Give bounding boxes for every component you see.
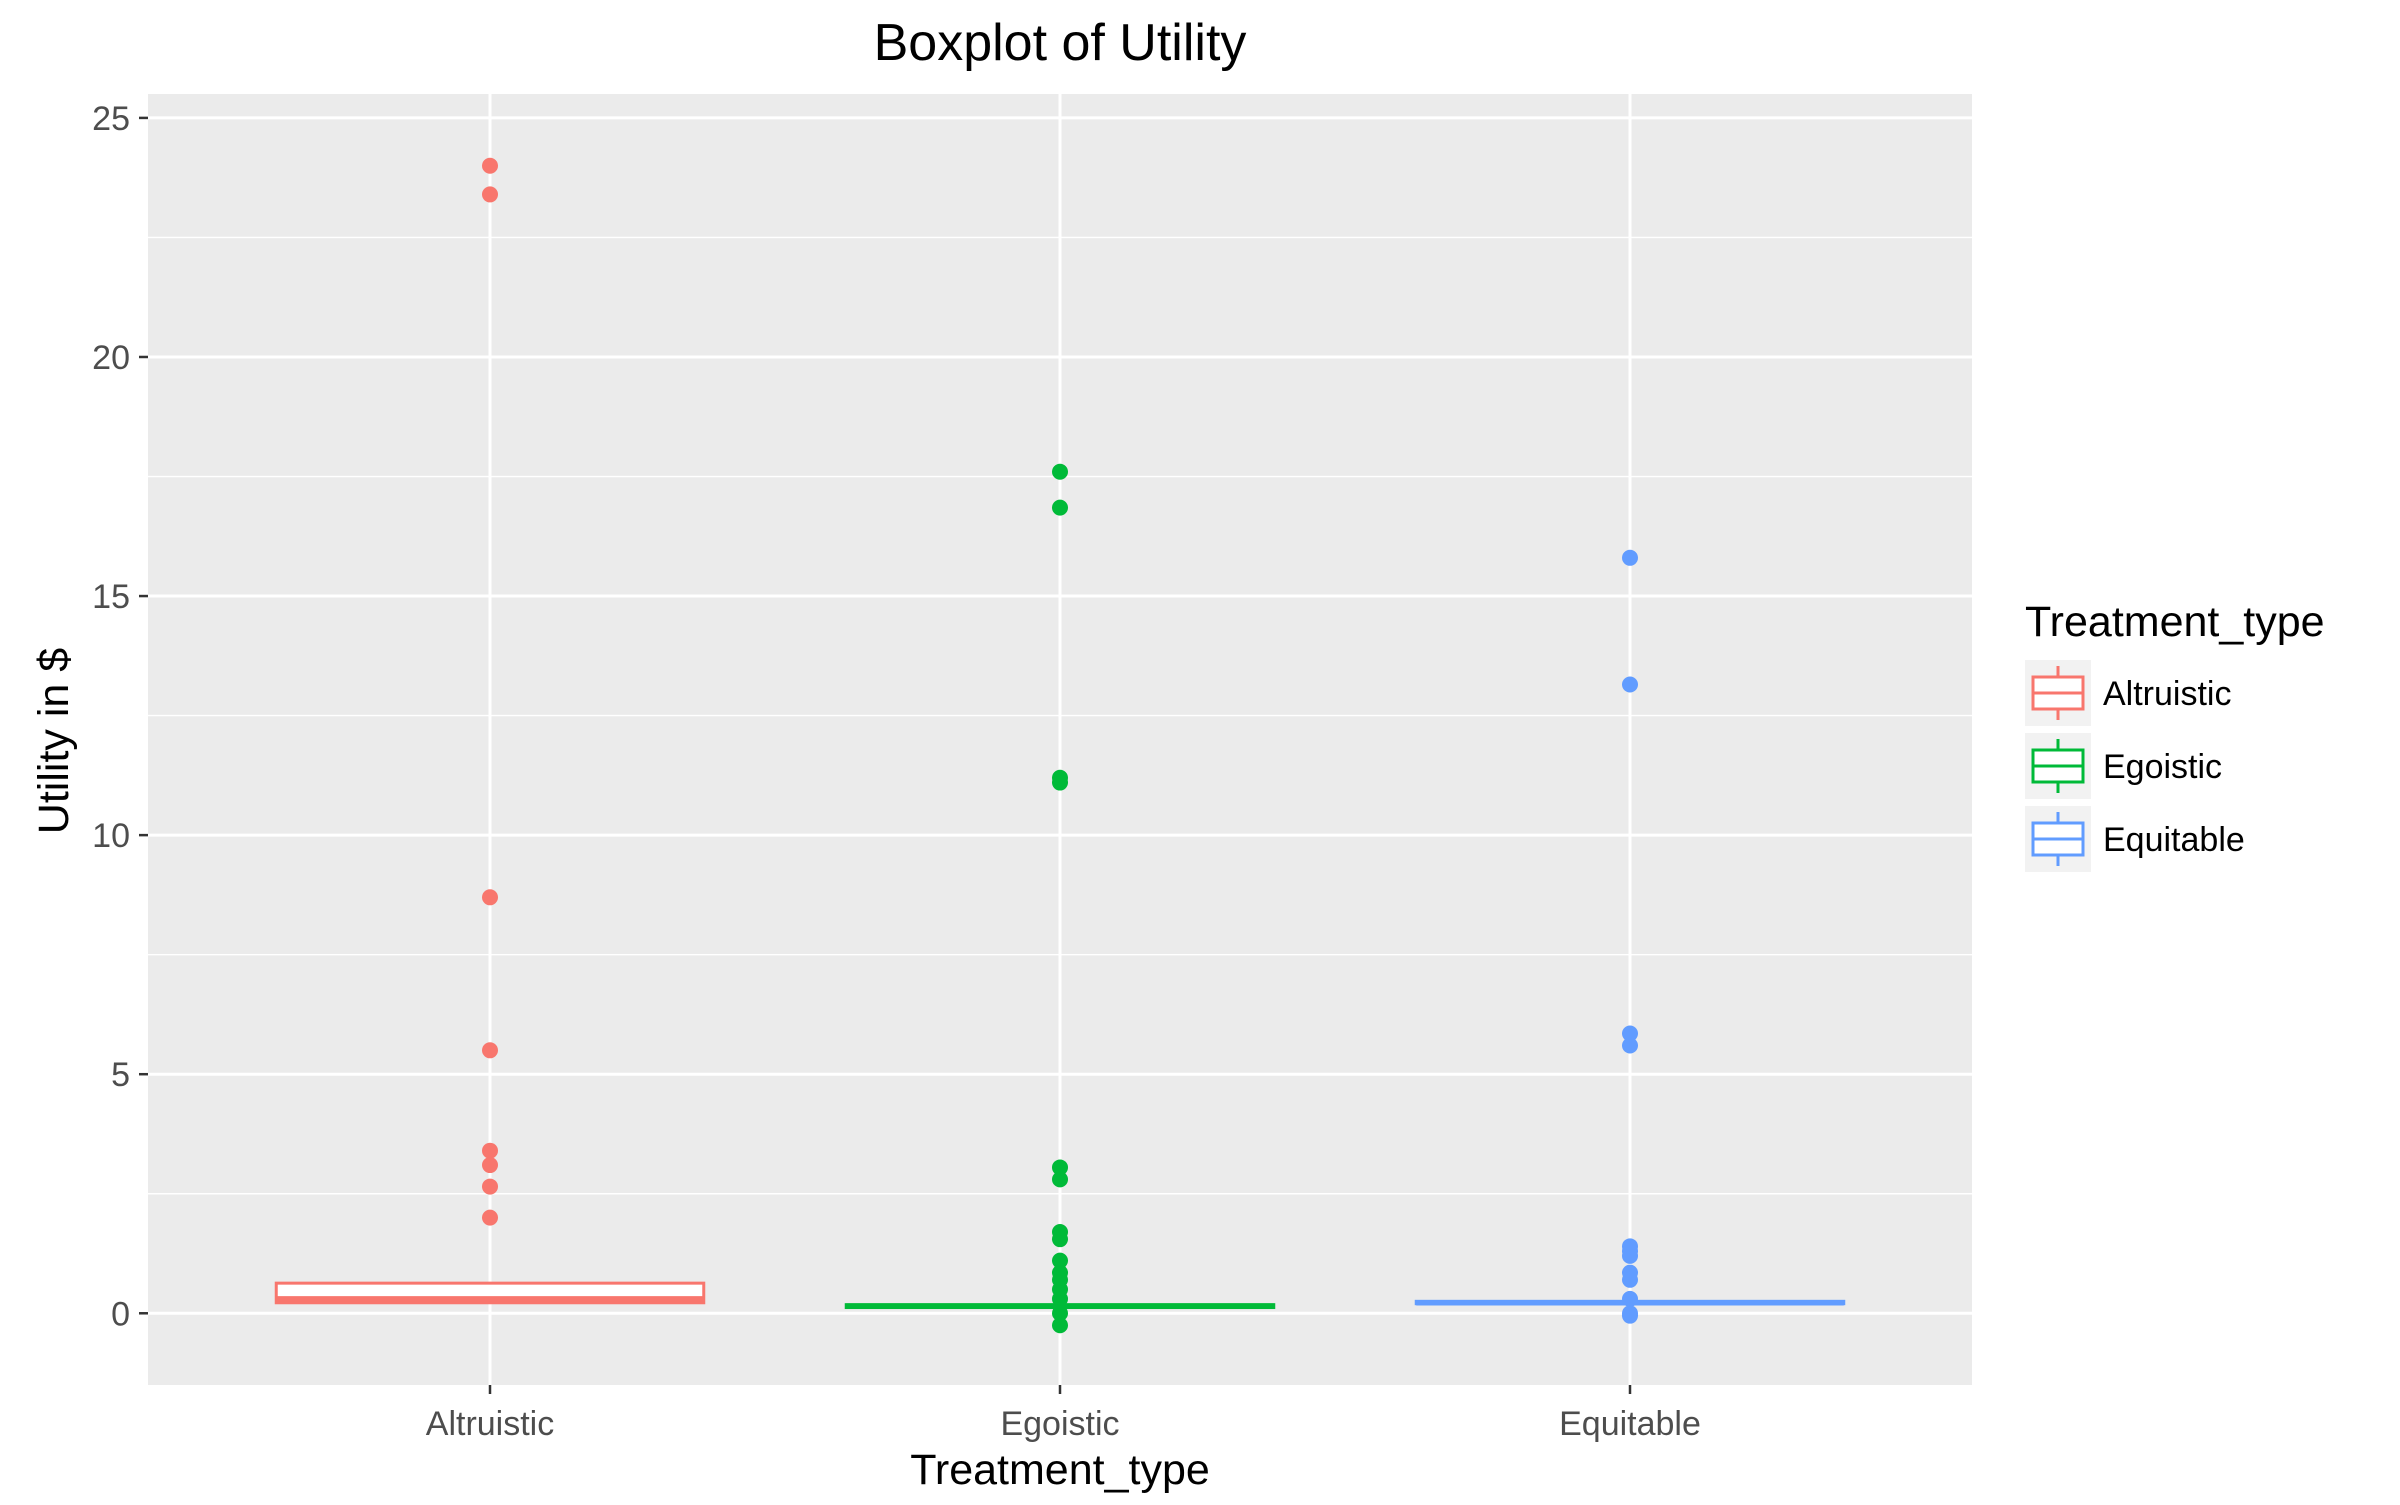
legend-item-egoistic: Egoistic [2025, 733, 2222, 799]
outlier-point [1622, 1271, 1638, 1288]
outlier-point [1052, 499, 1068, 516]
outlier-point [482, 1157, 498, 1174]
boxplot-altruistic [274, 157, 706, 1305]
x-axis-title: Treatment_type [910, 1446, 1210, 1494]
outlier-point [1052, 1290, 1068, 1307]
outlier-point [1622, 1307, 1638, 1324]
outlier-point [1052, 1231, 1068, 1248]
legend-label: Egoistic [2103, 748, 2222, 786]
outlier-point [1622, 1290, 1638, 1307]
outlier-point [1052, 1159, 1068, 1176]
outlier-point [1052, 774, 1068, 791]
y-tick-label: 10 [92, 817, 130, 855]
outlier-point [1052, 463, 1068, 480]
legend-label: Altruistic [2103, 675, 2231, 713]
outlier-point [482, 1142, 498, 1159]
outlier-point [1622, 1037, 1638, 1054]
x-tick-label: Egoistic [1000, 1405, 1119, 1443]
outlier-point [1052, 1171, 1068, 1188]
data-marks [274, 157, 1846, 1334]
boxplot-egoistic [844, 463, 1276, 1334]
outlier-point [1622, 676, 1638, 693]
x-tick-label: Equitable [1559, 1405, 1701, 1443]
y-tick-label: 15 [92, 578, 130, 616]
boxplot-equitable [1414, 549, 1846, 1324]
axes: 0 5 10 15 20 25 Altruistic Egoistic Equitable [92, 100, 1701, 1443]
outlier-point [482, 1042, 498, 1059]
outlier-point [1622, 1247, 1638, 1264]
y-tick-label: 5 [111, 1056, 130, 1094]
outlier-point [1052, 1317, 1068, 1334]
outlier-point [482, 186, 498, 203]
legend: Treatment_type Altruistic Egoistic Equitab… [2025, 598, 2325, 872]
y-tick-label: 25 [92, 100, 130, 138]
outlier-point [1622, 549, 1638, 566]
legend-item-altruistic: Altruistic [2025, 660, 2231, 726]
y-axis-title: Utility in $ [30, 648, 78, 834]
y-tick-label: 0 [111, 1295, 130, 1333]
y-tick-label: 20 [92, 339, 130, 377]
outlier-point [1052, 1252, 1068, 1269]
outlier-point [482, 157, 498, 174]
outlier-point [482, 1209, 498, 1226]
gridlines [148, 94, 1972, 1385]
legend-title: Treatment_type [2025, 598, 2325, 646]
legend-label: Equitable [2103, 821, 2245, 859]
outlier-point [482, 1178, 498, 1195]
legend-item-equitable: Equitable [2025, 806, 2245, 872]
chart-title: Boxplot of Utility [874, 14, 1247, 72]
x-tick-label: Altruistic [426, 1405, 554, 1443]
outlier-point [1052, 1305, 1068, 1322]
outlier-point [482, 889, 498, 906]
outlier-point [1622, 1025, 1638, 1042]
